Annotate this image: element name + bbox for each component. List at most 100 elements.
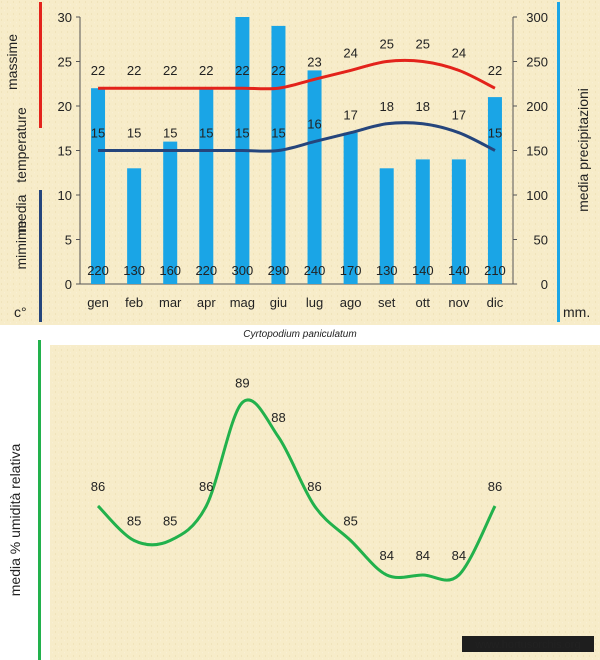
max-axis-label: massime — [4, 34, 20, 90]
humidity-side-bar — [38, 340, 41, 660]
precip-bar-giu — [271, 25, 286, 285]
precip-label-apr: 220 — [195, 263, 217, 278]
min-temperature-line — [98, 121, 496, 153]
humidity-label-dic: 86 — [488, 479, 502, 494]
month-label-nov: nov — [448, 295, 469, 310]
min-side-bar — [39, 190, 42, 322]
left-unit-label: c° — [14, 304, 27, 320]
max-temperature-line — [98, 58, 496, 91]
right-axis-ticks: 0 50 100 150 200 250 300 — [513, 10, 548, 292]
precip-label-nov: 140 — [448, 263, 470, 278]
max-label-lug: 23 — [307, 54, 321, 69]
min-label-dic: 15 — [488, 126, 502, 141]
precip-label-set: 130 — [376, 263, 398, 278]
humidity-label-ott: 84 — [416, 548, 430, 563]
min-label-gen: 15 — [91, 126, 105, 141]
max-label-mar: 22 — [163, 63, 177, 78]
min-label-set: 18 — [379, 99, 393, 114]
precip-bar-ott — [415, 159, 430, 284]
month-label-ott: ott — [416, 295, 431, 310]
right-tick-label: 0 — [541, 277, 548, 292]
left-tick-label: 0 — [65, 277, 72, 292]
left-tick-label: 10 — [58, 188, 72, 203]
min-label-mar: 15 — [163, 126, 177, 141]
month-label-set: set — [378, 295, 396, 310]
humidity-line-group — [96, 398, 497, 582]
right-tick-label: 150 — [526, 144, 548, 159]
watermark: www.hortusorchis.org — [474, 639, 580, 651]
precip-label-lug: 240 — [304, 263, 326, 278]
month-label-apr: apr — [197, 295, 216, 310]
humidity-label-feb: 85 — [127, 514, 141, 529]
month-tick-labels: gen feb mar apr mag giu lug ago set ott nov dic — [87, 295, 504, 310]
max-label-feb: 22 — [127, 63, 141, 78]
humidity-label-mag: 89 — [235, 376, 249, 391]
left-tick-label: 25 — [58, 55, 72, 70]
month-label-gen: gen — [87, 295, 109, 310]
min-label-feb: 15 — [127, 126, 141, 141]
precip-label-mag: 300 — [232, 263, 254, 278]
top-data-labels: 22 22 22 22 22 22 23 24 25 25 24 22 15 15 15 15 15 15 16 17… — [87, 37, 506, 279]
precip-bar-lug — [307, 70, 322, 285]
left-tick-label: 5 — [65, 233, 72, 248]
humidity-data-labels: 86 85 85 86 89 88 86 85 84 84 84 86 — [91, 376, 502, 564]
max-label-set: 25 — [379, 37, 393, 52]
chart-caption: Cyrtopodium paniculatum — [243, 329, 356, 340]
min-label-ott: 18 — [416, 99, 430, 114]
humidity-label-mar: 85 — [163, 514, 177, 529]
month-label-mar: mar — [159, 295, 182, 310]
precip-bar-gen — [91, 88, 106, 284]
humidity-axis-label: media % umidità relativa — [7, 444, 23, 597]
max-side-bar — [39, 2, 42, 128]
right-tick-label: 100 — [526, 188, 548, 203]
max-label-ago: 24 — [343, 45, 357, 60]
max-label-mag: 22 — [235, 63, 249, 78]
humidity-label-apr: 86 — [199, 479, 213, 494]
max-label-apr: 22 — [199, 63, 213, 78]
precip-side-bar — [557, 2, 560, 322]
precip-bar-set — [379, 168, 394, 284]
precipitation-bars — [91, 17, 502, 285]
min-label-lug: 16 — [307, 117, 321, 132]
humidity-label-gen: 86 — [91, 479, 105, 494]
right-tick-label: 200 — [526, 99, 548, 114]
right-axis-label: media precipitazioni — [575, 88, 591, 212]
max-label-ott: 25 — [416, 37, 430, 52]
month-label-mag: mag — [230, 295, 255, 310]
temperature-lines — [98, 58, 496, 153]
precip-label-dic: 210 — [484, 263, 506, 278]
max-label-dic: 22 — [488, 63, 502, 78]
right-tick-label: 300 — [526, 10, 548, 25]
right-tick-label: 50 — [534, 233, 548, 248]
min-label-nov: 17 — [452, 108, 466, 123]
precip-bar-ago — [343, 132, 358, 284]
right-unit-label: mm. — [563, 304, 590, 320]
humidity-line — [96, 398, 497, 582]
left-axis-ticks: 0 5 10 15 20 25 30 — [58, 10, 80, 292]
min-label-giu: 15 — [271, 126, 285, 141]
left-axis-label-media: media — [13, 194, 29, 232]
month-label-lug: lug — [306, 295, 323, 310]
humidity-label-nov: 84 — [452, 548, 466, 563]
right-tick-label: 250 — [526, 55, 548, 70]
precip-label-mar: 160 — [159, 263, 181, 278]
left-axis-label-temperature: temperature — [13, 107, 29, 183]
precip-label-ago: 170 — [340, 263, 362, 278]
left-axis-title: media temperature — [13, 107, 29, 233]
month-label-giu: giu — [270, 295, 287, 310]
max-label-gen: 22 — [91, 63, 105, 78]
precip-bar-mar — [163, 141, 178, 284]
humidity-label-lug: 86 — [307, 479, 321, 494]
min-label-ago: 17 — [343, 108, 357, 123]
precip-bar-apr — [199, 88, 214, 284]
humidity-label-set: 84 — [379, 548, 393, 563]
max-label-nov: 24 — [452, 45, 466, 60]
left-tick-label: 30 — [58, 10, 72, 25]
min-axis-label: mimime — [13, 220, 29, 269]
month-label-ago: ago — [340, 295, 362, 310]
svg-text:media temperature: media temperature — [13, 107, 29, 233]
precip-bar-nov — [451, 159, 466, 284]
month-label-feb: feb — [125, 295, 143, 310]
month-label-dic: dic — [487, 295, 504, 310]
min-label-apr: 15 — [199, 126, 213, 141]
